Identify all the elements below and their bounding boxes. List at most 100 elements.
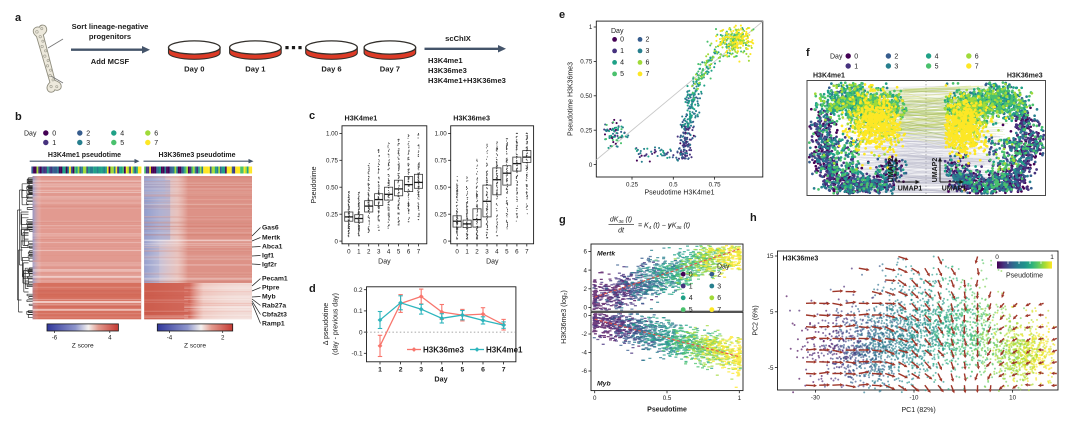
svg-text:4: 4: [495, 249, 499, 256]
svg-text:2: 2: [399, 366, 403, 373]
svg-text:Day: Day: [378, 259, 391, 266]
svg-text:0: 0: [620, 37, 624, 44]
svg-text:Pseudotime: Pseudotime: [1006, 273, 1043, 280]
svg-text:6: 6: [717, 295, 721, 302]
svg-text:3: 3: [86, 140, 90, 147]
svg-text:2: 2: [584, 286, 588, 293]
svg-text:H3K4me1 pseudotime: H3K4me1 pseudotime: [48, 152, 121, 159]
svg-text:4: 4: [108, 335, 112, 342]
svg-text:Day 7: Day 7: [380, 65, 400, 74]
svg-text:Sort lineage-negative: Sort lineage-negative: [72, 22, 149, 31]
svg-text:0.50: 0.50: [580, 93, 593, 100]
svg-text:UMAP2: UMAP2: [888, 158, 895, 183]
svg-text:1.00: 1.00: [326, 131, 339, 138]
svg-text:Day 0: Day 0: [184, 65, 204, 74]
svg-text:3: 3: [419, 366, 423, 373]
svg-text:1.00: 1.00: [435, 131, 448, 138]
svg-text:1: 1: [620, 48, 624, 55]
svg-text:2: 2: [894, 54, 898, 61]
svg-text:3: 3: [894, 64, 898, 71]
svg-text:6: 6: [584, 249, 588, 256]
svg-text:0.75: 0.75: [326, 158, 339, 165]
svg-text:progenitors: progenitors: [89, 32, 131, 41]
svg-text:scChIX: scChIX: [445, 34, 471, 43]
svg-text:c: c: [309, 110, 315, 122]
svg-text:2: 2: [717, 272, 721, 279]
svg-text:6: 6: [481, 366, 485, 373]
svg-text:0.25: 0.25: [435, 211, 448, 218]
svg-text:3: 3: [485, 249, 489, 256]
svg-text:7: 7: [417, 249, 421, 256]
svg-text:H3K4me1: H3K4me1: [813, 73, 845, 80]
svg-text:0: 0: [584, 305, 588, 312]
svg-text:6: 6: [646, 60, 650, 67]
svg-text:-2: -2: [581, 331, 587, 338]
svg-text:0: 0: [593, 395, 597, 402]
svg-text:Day: Day: [434, 375, 447, 384]
svg-text:5: 5: [397, 249, 401, 256]
svg-text:Day: Day: [611, 28, 624, 35]
svg-text:UMAP2: UMAP2: [932, 158, 939, 183]
svg-text:1: 1: [854, 64, 858, 71]
svg-text:Pecam1: Pecam1: [262, 276, 288, 283]
svg-text:5: 5: [770, 309, 774, 316]
svg-text:5: 5: [935, 64, 939, 71]
svg-text:-30: -30: [811, 395, 821, 402]
svg-text:Cbfa2t3: Cbfa2t3: [262, 312, 287, 319]
svg-text:0: 0: [455, 249, 459, 256]
svg-text:0.75: 0.75: [709, 182, 722, 189]
svg-text:0: 0: [347, 249, 351, 256]
svg-text:0.5: 0.5: [663, 395, 672, 402]
svg-text:0: 0: [995, 254, 999, 261]
svg-text:0: 0: [589, 162, 593, 169]
svg-text:1: 1: [378, 366, 382, 373]
svg-text:d: d: [309, 283, 316, 295]
svg-text:H3K4me1: H3K4me1: [428, 56, 463, 65]
svg-text:0.75: 0.75: [435, 158, 448, 165]
svg-text:-5: -5: [768, 365, 774, 372]
svg-text:6: 6: [515, 249, 519, 256]
svg-text:0: 0: [854, 54, 858, 61]
svg-text:h: h: [750, 212, 757, 224]
svg-text:7: 7: [154, 140, 158, 147]
svg-text:H3K4me1: H3K4me1: [486, 346, 523, 355]
svg-text:1: 1: [465, 249, 469, 256]
svg-text:0: 0: [359, 329, 363, 336]
svg-text:3: 3: [717, 283, 721, 290]
svg-text:4: 4: [620, 60, 624, 67]
svg-text:e: e: [559, 9, 565, 21]
svg-text:-10: -10: [910, 395, 920, 402]
svg-text:-6: -6: [581, 368, 587, 375]
svg-text:3: 3: [646, 48, 650, 55]
svg-text:H3K36me3: H3K36me3: [423, 346, 464, 355]
svg-text:Pseudotime: Pseudotime: [311, 166, 318, 203]
svg-text:Day: Day: [830, 54, 843, 61]
svg-text:0.50: 0.50: [326, 184, 339, 191]
svg-text:6: 6: [975, 54, 979, 61]
svg-text:1: 1: [589, 24, 593, 31]
svg-text:7: 7: [975, 64, 979, 71]
svg-text:4: 4: [689, 295, 693, 302]
svg-text:Mertk: Mertk: [597, 251, 616, 258]
svg-text:4: 4: [387, 249, 391, 256]
svg-text:a: a: [15, 12, 22, 24]
svg-text:0: 0: [443, 238, 447, 245]
svg-text:-0.1: -0.1: [351, 351, 362, 358]
svg-text:0.25: 0.25: [326, 211, 339, 218]
svg-text:2: 2: [86, 131, 90, 138]
svg-text:Ptpre: Ptpre: [262, 285, 280, 292]
svg-text:(day - previous day): (day - previous day): [333, 293, 340, 355]
svg-text:0.50: 0.50: [435, 184, 448, 191]
svg-text:H3K36me3: H3K36me3: [428, 66, 467, 75]
svg-text:0.25: 0.25: [626, 182, 639, 189]
svg-text:0.75: 0.75: [580, 59, 593, 66]
svg-text:3: 3: [377, 249, 381, 256]
svg-text:= K4 (t) − γK36 (t): = K4 (t) − γK36 (t): [638, 223, 690, 231]
svg-text:2: 2: [646, 37, 650, 44]
svg-text:Day 6: Day 6: [321, 65, 341, 74]
svg-text:1: 1: [738, 395, 742, 402]
svg-text:-4: -4: [167, 335, 173, 342]
svg-text:7: 7: [525, 249, 529, 256]
svg-text:Pseudotime: Pseudotime: [647, 407, 687, 414]
svg-text:b: b: [15, 111, 22, 123]
